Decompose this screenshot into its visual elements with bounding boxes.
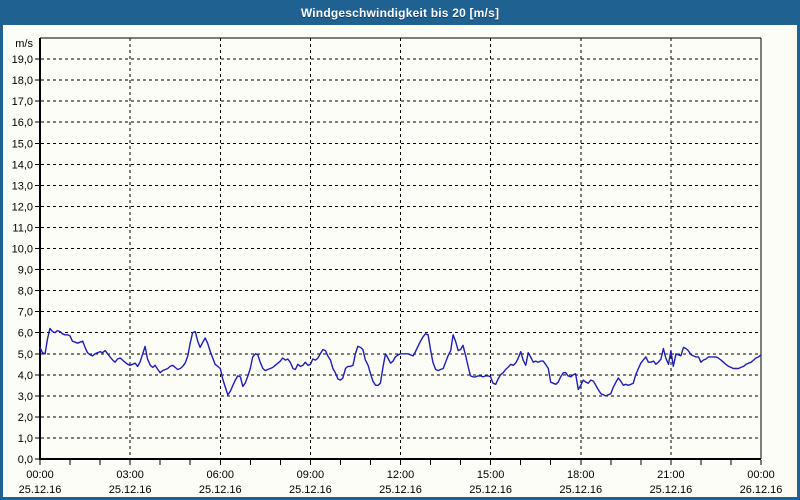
x-tick-time-label: 00:00 — [26, 469, 54, 481]
y-tick-label: 12,0 — [12, 201, 33, 213]
x-tick-time-label: 21:00 — [657, 469, 685, 481]
y-tick-label: 5,0 — [18, 349, 33, 361]
x-tick-time-label: 15:00 — [477, 469, 505, 481]
y-tick-label: 4,0 — [18, 370, 33, 382]
title-bar: Windgeschwindigkeit bis 20 [m/s] — [0, 0, 800, 25]
y-tick-label: 1,0 — [18, 433, 33, 445]
y-tick-label: 2,0 — [18, 412, 33, 424]
y-tick-label: 10,0 — [12, 244, 33, 256]
y-axis-unit-label: m/s — [15, 38, 33, 50]
wind-speed-line — [39, 327, 762, 397]
y-tick-label: 6,0 — [18, 328, 33, 340]
x-tick-date-label: 26.12.16 — [740, 484, 783, 496]
y-tick-label: 9,0 — [18, 265, 33, 277]
x-tick-date-label: 25.12.16 — [559, 484, 602, 496]
x-tick-date-label: 25.12.16 — [649, 484, 692, 496]
x-tick-date-label: 25.12.16 — [469, 484, 512, 496]
chart-canvas: 0,0 1,0 2,0 3,0 4,0 5,0 6,0 7,0 8,0 9,0 10,0 11,0 12… — [3, 25, 797, 497]
x-tick-time-label: 18:00 — [567, 469, 595, 481]
x-tick-time-label: 09:00 — [297, 469, 325, 481]
y-tick-label: 16,0 — [12, 117, 33, 129]
x-tick-time-label: 06:00 — [206, 469, 234, 481]
x-tick-date-label: 25.12.16 — [289, 484, 332, 496]
x-tick-date-label: 25.12.16 — [109, 484, 152, 496]
x-tick-time-label: 03:00 — [116, 469, 144, 481]
wind-speed-chart: 0,0 1,0 2,0 3,0 4,0 5,0 6,0 7,0 8,0 9,0 10,0 11,0 12… — [12, 37, 783, 496]
y-tick-label: 13,0 — [12, 180, 33, 192]
y-tick-label: 17,0 — [12, 96, 33, 108]
y-tick-label: 15,0 — [12, 138, 33, 150]
y-tick-label: 11,0 — [12, 222, 33, 234]
y-tick-label: 14,0 — [12, 159, 33, 171]
x-tick-date-label: 25.12.16 — [199, 484, 242, 496]
x-tick-time-label: 12:00 — [387, 469, 415, 481]
y-tick-label: 0,0 — [18, 454, 33, 466]
y-tick-label: 8,0 — [18, 286, 33, 298]
y-tick-label: 19,0 — [12, 54, 33, 66]
x-tick-time-label: 00:00 — [747, 469, 775, 481]
x-tick-date-label: 25.12.16 — [379, 484, 422, 496]
y-tick-label: 7,0 — [18, 307, 33, 319]
x-tick-date-label: 25.12.16 — [19, 484, 62, 496]
y-tick-label: 18,0 — [12, 75, 33, 87]
chart-title: Windgeschwindigkeit bis 20 [m/s] — [300, 5, 500, 20]
y-tick-label: 3,0 — [18, 391, 33, 403]
